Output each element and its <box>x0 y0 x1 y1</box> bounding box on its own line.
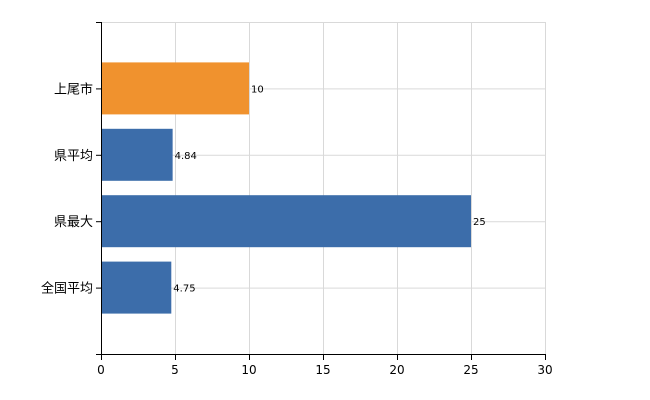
data-label: 4.75 <box>173 284 195 295</box>
bars <box>101 62 471 314</box>
bar <box>101 62 249 115</box>
bar <box>101 128 173 181</box>
x-tick-label: 0 <box>97 363 105 377</box>
bar <box>101 195 471 248</box>
bar <box>101 261 172 314</box>
x-tick-label: 15 <box>315 363 330 377</box>
data-label: 4.84 <box>175 151 197 162</box>
axes <box>96 22 546 360</box>
x-tick-label: 20 <box>389 363 404 377</box>
x-tick-label: 10 <box>241 363 256 377</box>
category-label: 県平均 <box>54 149 93 164</box>
x-tick-label: 25 <box>463 363 478 377</box>
category-label: 上尾市 <box>54 81 93 97</box>
data-label: 10 <box>251 84 264 95</box>
labels: 10 上尾市 4.84 県平均 25 県最大 4.75 全国平均 0 5 10 15 20 25 30 <box>41 81 553 377</box>
category-label: 全国平均 <box>41 281 93 297</box>
x-tick-label: 30 <box>537 363 552 377</box>
data-label: 25 <box>473 217 486 228</box>
x-tick-label: 5 <box>171 363 179 377</box>
category-label: 県最大 <box>54 215 93 230</box>
